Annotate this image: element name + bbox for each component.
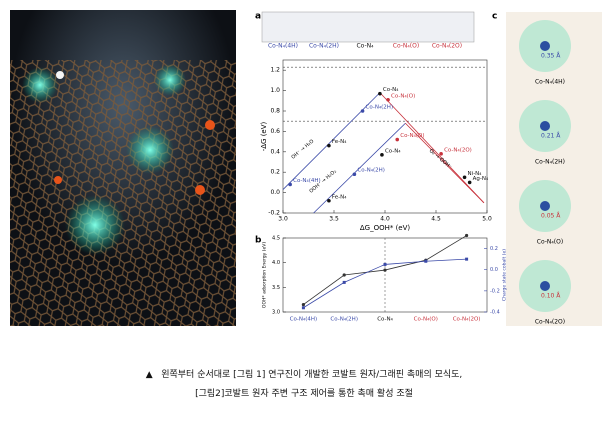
y2-tick-label: -0.2 xyxy=(490,288,500,294)
structure-label: Co-N₄(2H) xyxy=(535,159,565,166)
y2-axis-label: Charge state cobalt (e) xyxy=(502,249,508,301)
data-point xyxy=(383,262,387,266)
data-point xyxy=(386,97,390,102)
point-label: Fe-N₄ xyxy=(332,139,347,145)
distance-label: 0.21 Å xyxy=(541,133,561,140)
annotation: OH⁻ → H₂O xyxy=(290,138,315,160)
marker: ▲ xyxy=(145,370,153,380)
x-tick-label: 5.0 xyxy=(482,216,492,223)
point-label: Co-N₄(4H) xyxy=(293,178,321,184)
point-label: Ag-N₄ xyxy=(473,176,489,182)
trend-line xyxy=(405,122,485,204)
data-point xyxy=(288,182,292,187)
structure-label: Co-N₄(O) xyxy=(537,239,563,246)
y-tick-label: 1.0 xyxy=(270,87,280,94)
data-point xyxy=(342,273,346,277)
y-tick-label: -0.2 xyxy=(268,210,280,217)
data-point xyxy=(352,172,357,177)
data-point xyxy=(380,153,384,157)
point-label: Co-N₄(2H) xyxy=(357,168,385,174)
point-label: Ni-N₄ xyxy=(468,171,483,177)
y-tick-label: 0.8 xyxy=(270,108,280,115)
x-axis-label: ΔG_OOH* (eV) xyxy=(360,224,411,232)
data-point xyxy=(378,91,382,96)
y-axis-label: -ΔG (eV) xyxy=(260,121,268,151)
data-point xyxy=(327,143,331,148)
data-point xyxy=(467,180,472,185)
x-tick-label: 4.0 xyxy=(380,216,390,223)
data-point xyxy=(424,259,428,263)
data-point xyxy=(395,137,400,142)
y-tick-label: 0.2 xyxy=(270,169,280,176)
point-label: Fe-N₄ xyxy=(332,194,347,200)
data-point xyxy=(342,280,346,284)
data-point xyxy=(462,175,467,180)
y2-tick-label: 0.0 xyxy=(490,267,498,273)
point-label: Co-N₄(2O) xyxy=(444,147,472,153)
data-point xyxy=(301,303,305,307)
y-tick-label: 3.0 xyxy=(272,310,280,316)
x-tick-label: 3.0 xyxy=(278,216,288,223)
structure-label: Co-N₄ xyxy=(356,43,374,50)
panel-label: c xyxy=(492,12,497,22)
point-label: Co-N₄ xyxy=(385,148,401,154)
structure-label: Co-N₄(2O) xyxy=(535,319,565,326)
data-point xyxy=(327,198,331,203)
caption-text: 왼쪽부터 순서대로 [그림 1] 연구진이 개발한 코발트 원자/그래핀 촉매의… xyxy=(161,370,463,380)
point-label: Co-N₄(2H) xyxy=(366,105,394,111)
distance-label: 0.35 Å xyxy=(541,53,561,60)
data-point xyxy=(360,109,365,113)
data-point xyxy=(465,257,469,261)
x-tick-label: 3.5 xyxy=(329,216,339,223)
data-point xyxy=(383,268,387,272)
structure-label: Co-N₄(4H) xyxy=(268,43,298,50)
x-tick-label: Co-N₄(4H) xyxy=(290,317,318,323)
x-tick-label: Co-N₄(2H) xyxy=(330,317,358,323)
y-tick-label: 0.6 xyxy=(270,128,280,135)
y-tick-label: 4.5 xyxy=(272,236,280,242)
data-point xyxy=(439,152,443,156)
y-tick-label: 1.2 xyxy=(270,67,280,74)
caption-line1: ▲ 왼쪽부터 순서대로 [그림 1] 연구진이 개발한 코발트 원자/그래핀 촉… xyxy=(0,367,608,380)
cobalt-atom xyxy=(540,41,550,51)
point-label: Co-N₄ xyxy=(383,87,399,93)
data-point xyxy=(465,233,469,238)
structure-label: Co-N₄(2H) xyxy=(309,43,339,50)
x-tick-label: Co-N₄ xyxy=(377,317,393,323)
point-label: Co-N₄(O) xyxy=(400,133,424,139)
y-tick-label: 4.0 xyxy=(272,260,280,266)
cobalt-atom xyxy=(540,121,550,131)
y-tick-label: 0.0 xyxy=(270,189,280,196)
distance-label: 0.05 Å xyxy=(541,213,561,220)
x-tick-label: 4.5 xyxy=(431,216,441,223)
trend-line xyxy=(282,92,381,190)
trend-line xyxy=(313,122,406,214)
structure-label: Co-N₄(2O) xyxy=(432,43,462,50)
illustration xyxy=(10,10,236,326)
cobalt-atom xyxy=(540,281,550,291)
data-point xyxy=(301,306,305,310)
y-tick-label: 3.5 xyxy=(272,285,280,291)
point-label: Co-N₄(O) xyxy=(391,93,415,99)
y-tick-label: 0.4 xyxy=(270,148,280,155)
y-axis-label: OOH* adsorption Energy (eV) xyxy=(262,242,268,308)
x-tick-label: Co-N₄(2O) xyxy=(453,317,481,323)
trend-line xyxy=(379,92,485,204)
structure-label: Co-N₄(4H) xyxy=(535,79,565,86)
structure-label: Co-N₄(O) xyxy=(393,43,419,50)
y2-tick-label: 0.2 xyxy=(490,246,498,252)
structure-strip xyxy=(261,11,475,43)
caption-line2: [그림2]코발트 원자 주변 구조 제어를 통한 촉매 활성 조절 xyxy=(195,389,413,399)
y2-tick-label: -0.4 xyxy=(490,310,500,316)
distance-label: 0.10 Å xyxy=(541,293,561,300)
panel-label: b xyxy=(255,236,262,246)
cobalt-atom xyxy=(540,201,550,211)
panel-label: a xyxy=(255,12,261,22)
x-tick-label: Co-N₄(O) xyxy=(414,317,438,323)
